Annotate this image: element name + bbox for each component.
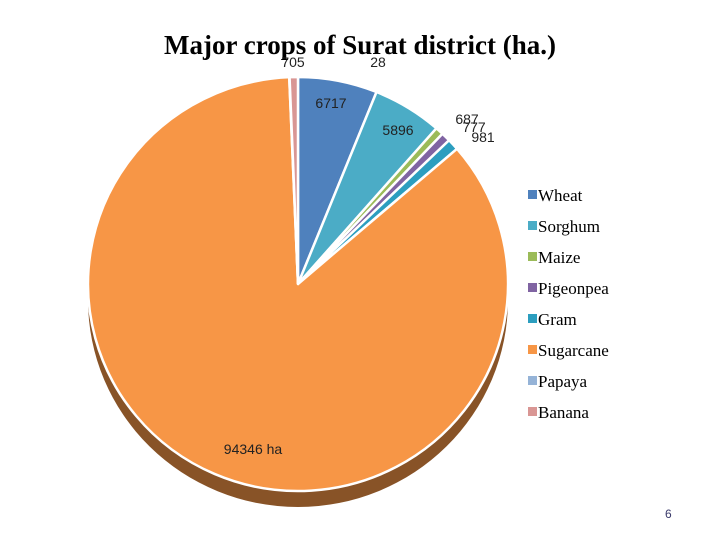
legend-label-sugarcane: Sugarcane <box>538 341 609 360</box>
page-number: 6 <box>665 507 672 521</box>
legend-label-banana: Banana <box>538 403 589 422</box>
data-label-wheat: 6717 <box>315 95 346 111</box>
data-label-pigeonpea: 777 <box>462 119 486 135</box>
data-label-sorghum: 5896 <box>382 122 413 138</box>
legend-swatch-maize <box>528 252 537 261</box>
legend-label-pigeonpea: Pigeonpea <box>538 279 609 298</box>
legend-label-gram: Gram <box>538 310 577 329</box>
legend-swatch-sorghum <box>528 221 537 230</box>
chart-title: Major crops of Surat district (ha.) <box>164 30 556 60</box>
data-label-gram: 981 <box>471 129 495 145</box>
legend-swatch-banana <box>528 407 537 416</box>
data-label-sugarcane: 94346 ha <box>224 441 283 457</box>
legend-swatch-gram <box>528 314 537 323</box>
legend-label-maize: Maize <box>538 248 581 267</box>
legend-label-sorghum: Sorghum <box>538 217 601 236</box>
pie-slice-banana <box>288 75 300 286</box>
legend-label-papaya: Papaya <box>538 372 588 391</box>
data-label-papaya: 28 <box>370 54 386 70</box>
legend-swatch-sugarcane <box>528 345 537 354</box>
legend-swatch-wheat <box>528 190 537 199</box>
legend-swatch-pigeonpea <box>528 283 537 292</box>
legend-label-wheat: Wheat <box>538 186 583 205</box>
pie-slices <box>86 75 510 493</box>
data-label-banana: 705 <box>281 54 305 70</box>
legend-swatch-papaya <box>528 376 537 385</box>
data-label-maize: 687 <box>455 111 479 127</box>
